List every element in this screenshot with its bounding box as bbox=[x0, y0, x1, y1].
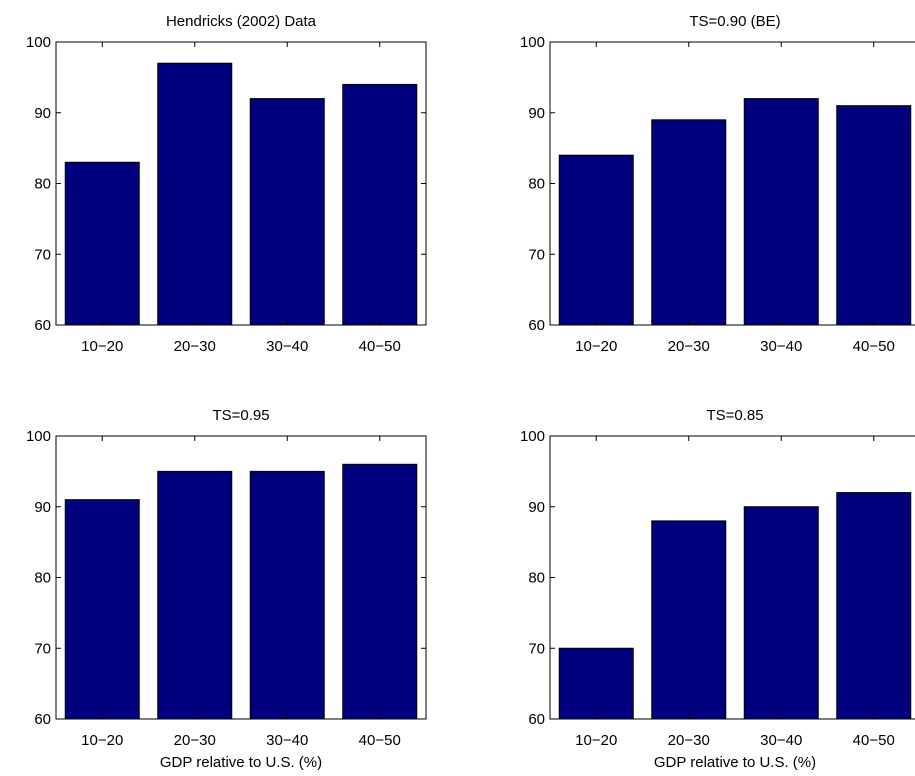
y-tick-label: 90 bbox=[34, 105, 51, 122]
x-tick-label: 30−40 bbox=[266, 338, 308, 355]
x-tick-label: 30−40 bbox=[760, 338, 802, 355]
y-tick-label: 90 bbox=[528, 499, 545, 516]
bar-2 bbox=[157, 470, 233, 720]
x-axis-label: GDP relative to U.S. (%) bbox=[160, 754, 322, 771]
y-tick-label: 80 bbox=[34, 176, 51, 193]
x-tick-label: 40−50 bbox=[853, 338, 895, 355]
bar-4 bbox=[342, 463, 418, 720]
y-tick-label: 60 bbox=[528, 317, 545, 334]
bar-1 bbox=[558, 647, 634, 720]
y-tick-label: 70 bbox=[528, 246, 545, 263]
x-tick-label: 40−50 bbox=[359, 338, 401, 355]
x-tick-label: 30−40 bbox=[266, 732, 308, 749]
chart-title: TS=0.85 bbox=[706, 407, 763, 424]
y-tick-label: 70 bbox=[528, 640, 545, 657]
x-tick-label: 40−50 bbox=[359, 732, 401, 749]
subplot-3: 60 70 80 90 100 10−20 20−30 30−40 40−50 TS=0.95 GD… bbox=[26, 407, 427, 771]
bar-1 bbox=[558, 154, 634, 326]
x-tick-label: 10−20 bbox=[81, 732, 123, 749]
y-tick-label: 100 bbox=[26, 34, 51, 51]
y-tick-label: 100 bbox=[520, 428, 545, 445]
bar-4 bbox=[836, 105, 912, 326]
subplot-4: 60 70 80 90 100 10−20 20−30 30−40 40−50 TS=0.85 GD… bbox=[520, 407, 915, 771]
chart-title: TS=0.90 (BE) bbox=[689, 13, 780, 30]
y-tick-label: 60 bbox=[528, 711, 545, 728]
bar-2 bbox=[651, 520, 727, 720]
chart-title: Hendricks (2002) Data bbox=[166, 13, 317, 30]
x-axis-label: GDP relative to U.S. (%) bbox=[654, 754, 816, 771]
x-tick-label: 20−30 bbox=[174, 338, 216, 355]
bar-2 bbox=[651, 119, 727, 326]
x-tick-label: 20−30 bbox=[668, 338, 710, 355]
x-tick-label: 20−30 bbox=[668, 732, 710, 749]
y-tick-label: 60 bbox=[34, 711, 51, 728]
x-tick-label: 10−20 bbox=[575, 338, 617, 355]
y-tick-label: 80 bbox=[528, 176, 545, 193]
x-tick-label: 10−20 bbox=[575, 732, 617, 749]
x-tick-label: 40−50 bbox=[853, 732, 895, 749]
y-tick-label: 60 bbox=[34, 317, 51, 334]
x-tick-label: 30−40 bbox=[760, 732, 802, 749]
bar-1 bbox=[64, 499, 140, 720]
chart-title: TS=0.95 bbox=[212, 407, 269, 424]
y-tick-label: 90 bbox=[34, 499, 51, 516]
subplot-2: 60 70 80 90 100 10−20 20−30 30−40 40−50 TS=0.90 (… bbox=[520, 13, 915, 355]
bar-3 bbox=[249, 470, 325, 720]
y-tick-label: 90 bbox=[528, 105, 545, 122]
bar-3 bbox=[743, 98, 819, 326]
x-tick-label: 10−20 bbox=[81, 338, 123, 355]
bar-3 bbox=[743, 506, 819, 720]
y-tick-label: 80 bbox=[528, 570, 545, 587]
y-tick-label: 100 bbox=[26, 428, 51, 445]
bar-1 bbox=[64, 161, 140, 326]
x-tick-label: 20−30 bbox=[174, 732, 216, 749]
y-tick-label: 70 bbox=[34, 640, 51, 657]
y-tick-label: 80 bbox=[34, 570, 51, 587]
bar-4 bbox=[342, 83, 418, 326]
y-tick-label: 70 bbox=[34, 246, 51, 263]
subplot-1: 60 70 80 90 100 10−20 20−30 30−40 40−50 Hendricks… bbox=[26, 13, 427, 355]
bar-4 bbox=[836, 492, 912, 720]
bar-3 bbox=[249, 98, 325, 326]
y-tick-label: 100 bbox=[520, 34, 545, 51]
bar-2 bbox=[157, 62, 233, 326]
